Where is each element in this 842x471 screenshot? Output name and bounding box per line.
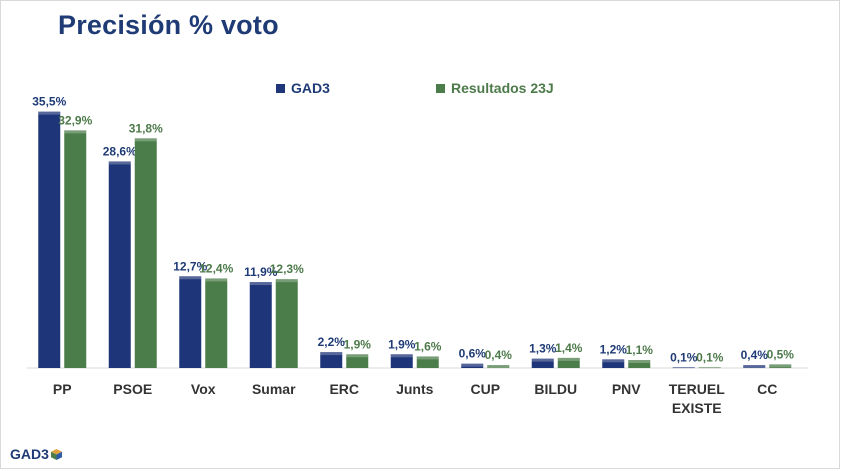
bar-resultados: [205, 278, 228, 368]
legend-item-resultados: Resultados 23J: [436, 80, 554, 96]
bar-highlight: [531, 358, 554, 362]
logo-cube-icon: [50, 448, 62, 460]
data-label: 1,4%: [555, 341, 583, 355]
category-label: Sumar: [252, 381, 296, 397]
data-label: 28,6%: [103, 144, 137, 158]
bar-highlight: [602, 359, 625, 363]
page-title: Precisión % voto: [58, 10, 279, 40]
bar-resultados: [64, 130, 87, 368]
bar-highlight: [628, 360, 651, 364]
data-label: 1,9%: [344, 337, 372, 351]
legend-swatch-gad3: [276, 83, 285, 93]
data-label: 0,6%: [459, 347, 487, 361]
logo-text: GAD3: [10, 446, 49, 462]
bar-gad3: [38, 111, 61, 368]
bar-highlight: [743, 365, 766, 368]
category-label: CC: [757, 381, 777, 397]
data-label: 12,7%: [173, 259, 207, 273]
category-label: Vox: [191, 381, 216, 397]
category-label: Junts: [396, 381, 434, 397]
bar-resultados: [487, 365, 510, 368]
bar-highlight: [134, 138, 157, 142]
bar-highlight: [416, 356, 439, 360]
category-label: PNV: [612, 381, 641, 397]
category-label: PSOE: [113, 381, 152, 397]
bar-highlight: [275, 279, 298, 283]
bar-resultados: [134, 138, 157, 368]
bar-highlight: [64, 130, 87, 134]
data-label: 0,4%: [741, 348, 769, 362]
bar-highlight: [249, 282, 272, 286]
data-label: 32,9%: [58, 113, 92, 127]
category-label: PP: [53, 381, 72, 397]
legend-item-gad3: GAD3: [276, 80, 330, 96]
data-label: 35,5%: [32, 95, 66, 109]
category-label: ERC: [329, 381, 359, 397]
category-label: TERUEL: [669, 381, 725, 397]
data-label: 2,2%: [318, 335, 346, 349]
bar-highlight: [108, 161, 131, 165]
bar-highlight: [461, 363, 484, 367]
bar-highlight: [390, 354, 413, 358]
bar-resultados: [346, 354, 369, 368]
legend-label-gad3: GAD3: [291, 80, 330, 96]
bar-highlight: [38, 111, 61, 115]
bar-resultados: [769, 364, 792, 368]
data-label: 0,1%: [696, 350, 724, 364]
data-label: 1,2%: [600, 342, 628, 356]
category-label: EXISTE: [672, 400, 722, 416]
bar-resultados: [557, 357, 580, 368]
data-label: 1,3%: [529, 342, 557, 356]
bar-resultados: [628, 360, 651, 368]
data-label: 0,1%: [670, 350, 698, 364]
category-label: CUP: [470, 381, 500, 397]
bar-highlight: [769, 364, 792, 368]
bar-highlight: [179, 276, 202, 280]
bar-gad3: [320, 352, 343, 368]
bar-gad3: [179, 276, 202, 368]
data-label: 1,6%: [414, 339, 442, 353]
bar-gad3: [390, 354, 413, 368]
bar-resultados: [698, 367, 721, 369]
category-label: BILDU: [534, 381, 577, 397]
gad3-logo: GAD3: [10, 446, 62, 462]
bar-gad3: [743, 365, 766, 368]
bar-highlight: [698, 367, 721, 369]
data-label: 1,1%: [626, 343, 654, 357]
bar-highlight: [557, 357, 580, 361]
bar-highlight: [672, 367, 695, 369]
bar-resultados: [416, 356, 439, 368]
data-label: 31,8%: [129, 121, 163, 135]
bar-highlight: [346, 354, 369, 358]
legend-swatch-resultados: [436, 83, 445, 93]
bar-gad3: [672, 367, 695, 369]
data-label: 0,4%: [485, 348, 513, 362]
legend-label-resultados: Resultados 23J: [451, 80, 554, 96]
bar-highlight: [487, 365, 510, 368]
bar-highlight: [205, 278, 228, 282]
bar-gad3: [461, 363, 484, 368]
data-label: 12,3%: [270, 262, 304, 276]
data-label: 11,9%: [244, 265, 278, 279]
data-label: 0,5%: [767, 347, 795, 361]
bar-highlight: [320, 352, 343, 356]
bar-resultados: [275, 279, 298, 368]
bar-gad3: [108, 161, 131, 368]
bar-gad3: [602, 359, 625, 368]
bar-chart: 35,5% 32,9% PP 28,6% 31,8% PSOE 12,7%12,4% Vox 1…: [27, 95, 808, 416]
data-label: 1,9%: [388, 337, 416, 351]
bar-gad3: [249, 282, 272, 368]
bar-gad3: [531, 358, 554, 368]
data-label: 12,4%: [199, 261, 233, 275]
